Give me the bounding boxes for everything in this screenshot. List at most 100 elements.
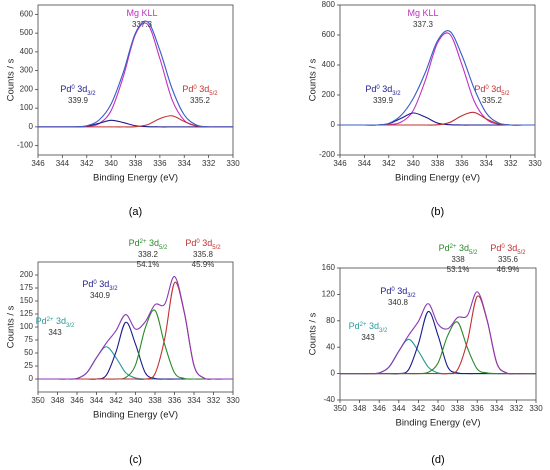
x-tick-label: 348 bbox=[353, 404, 367, 413]
label-sub: 5/2 bbox=[501, 91, 510, 97]
y-tick-label: 400 bbox=[322, 60, 336, 69]
panel: 350 348 346 344 342 340 338 336 334 332 330 -40 0 40 8… bbox=[308, 243, 544, 466]
y-tick-label: 40 bbox=[326, 342, 335, 351]
peak-label: Pd2+ 3d5/2 bbox=[439, 243, 478, 255]
x-tick-label: 336 bbox=[471, 404, 485, 413]
peak-position: 335.2 bbox=[482, 96, 503, 105]
x-tick-label: 344 bbox=[90, 396, 104, 405]
label-sup: 0 bbox=[196, 239, 200, 245]
label-name: Pd bbox=[182, 84, 193, 94]
label-text: 3d bbox=[147, 238, 160, 248]
y-tick-label: 0 bbox=[29, 122, 34, 131]
label-text: 3d bbox=[75, 84, 88, 94]
panel: 346 344 342 340 338 336 334 332 330 -100 0 100 200 30… bbox=[6, 4, 240, 218]
panel: 346 344 342 340 338 336 334 332 330 -200 0 200 400 60… bbox=[308, 0, 543, 218]
label-sup: 0 bbox=[501, 244, 505, 250]
label-text: 3d bbox=[380, 84, 393, 94]
y-tick-label: 75 bbox=[24, 335, 33, 344]
y-tick-label: 400 bbox=[20, 47, 34, 56]
label-text: 3d bbox=[395, 286, 408, 296]
y-tick-label: -200 bbox=[319, 150, 336, 159]
label-sup: 2+ bbox=[450, 244, 457, 250]
panel-caption: (a) bbox=[129, 206, 142, 218]
x-tick-label: 342 bbox=[412, 404, 426, 413]
x-tick-label: 334 bbox=[490, 404, 504, 413]
y-tick-label: 160 bbox=[322, 263, 336, 272]
peak-label: Pd0 3d5/2 bbox=[474, 84, 510, 96]
label-sub: 5/2 bbox=[469, 250, 478, 256]
label-name: Pd bbox=[60, 84, 71, 94]
label-name: Pd bbox=[349, 321, 360, 331]
y-tick-label: 150 bbox=[20, 296, 34, 305]
x-tick-label: 340 bbox=[406, 159, 420, 168]
x-axis-title: Binding Energy (eV) bbox=[395, 173, 480, 184]
label-sub: 3/2 bbox=[407, 293, 416, 299]
label-sub: 3/2 bbox=[87, 91, 96, 97]
y-axis-title: Counts / s bbox=[6, 58, 17, 101]
label-sup: 2+ bbox=[47, 317, 54, 323]
label-text: 3d bbox=[505, 243, 518, 253]
label-sup: 2+ bbox=[140, 239, 147, 245]
peak-position: 338 bbox=[451, 255, 465, 264]
y-tick-label: 200 bbox=[20, 84, 34, 93]
peak-label: Pd0 3d3/2 bbox=[60, 84, 96, 96]
x-tick-label: 346 bbox=[333, 159, 347, 168]
x-tick-label: 338 bbox=[129, 159, 143, 168]
y-tick-label: 50 bbox=[24, 348, 33, 357]
peak-position: 343 bbox=[361, 333, 375, 342]
label-sup: 0 bbox=[391, 287, 395, 293]
label-text: 3d bbox=[197, 84, 210, 94]
panel-caption: (c) bbox=[129, 454, 142, 466]
label-sub: 3/2 bbox=[379, 328, 388, 334]
panel-caption: (d) bbox=[431, 454, 444, 466]
x-tick-label: 332 bbox=[207, 396, 221, 405]
label-sup: 0 bbox=[193, 85, 197, 91]
label-sup: 0 bbox=[376, 85, 380, 91]
label-name: Pd bbox=[490, 243, 501, 253]
series-line bbox=[339, 30, 535, 126]
y-axis-title: Counts / s bbox=[6, 305, 17, 348]
peak-position: 339.9 bbox=[373, 96, 394, 105]
series-line bbox=[37, 22, 233, 128]
x-tick-label: 344 bbox=[56, 159, 70, 168]
x-tick-label: 338 bbox=[431, 159, 445, 168]
label-sup: 0 bbox=[485, 85, 489, 91]
peak-label: Pd0 3d5/2 bbox=[185, 238, 221, 250]
y-tick-label: 500 bbox=[20, 28, 34, 37]
peak-share: 54.1% bbox=[137, 260, 160, 269]
x-tick-label: 334 bbox=[480, 159, 494, 168]
panel-caption: (b) bbox=[431, 206, 444, 218]
peak-position: 337.3 bbox=[413, 20, 434, 29]
y-tick-label: 120 bbox=[322, 290, 336, 299]
label-text: 3d bbox=[97, 279, 110, 289]
x-tick-label: 332 bbox=[504, 159, 518, 168]
label-name: Pd bbox=[439, 243, 450, 253]
peak-label: Pd0 3d5/2 bbox=[490, 243, 526, 255]
x-tick-label: 348 bbox=[51, 396, 65, 405]
x-tick-label: 342 bbox=[80, 159, 94, 168]
peak-label: Mg KLL bbox=[407, 8, 438, 18]
label-name: Mg KLL bbox=[407, 8, 438, 18]
panel: 350 348 346 344 342 340 338 336 334 332 330 0 25 50 75… bbox=[6, 238, 241, 466]
x-tick-label: 344 bbox=[392, 404, 406, 413]
label-sup: 2+ bbox=[360, 322, 367, 328]
x-tick-label: 330 bbox=[529, 404, 543, 413]
x-tick-label: 336 bbox=[153, 159, 167, 168]
peak-label: Mg KLL bbox=[126, 8, 157, 18]
peak-position: 335.8 bbox=[193, 250, 214, 259]
y-tick-label: 0 bbox=[331, 369, 336, 378]
x-tick-label: 332 bbox=[202, 159, 216, 168]
peak-position: 340.9 bbox=[90, 291, 111, 300]
x-tick-label: 338 bbox=[451, 404, 465, 413]
y-tick-label: 300 bbox=[20, 66, 34, 75]
series-line bbox=[37, 346, 233, 380]
label-text: 3d bbox=[200, 238, 213, 248]
peak-position: 338.2 bbox=[138, 250, 159, 259]
x-tick-label: 342 bbox=[109, 396, 123, 405]
peak-position: 335.6 bbox=[498, 255, 519, 264]
series-line bbox=[37, 20, 233, 128]
x-tick-label: 350 bbox=[333, 404, 347, 413]
y-tick-label: 0 bbox=[29, 374, 34, 383]
label-text: 3d bbox=[367, 321, 380, 331]
